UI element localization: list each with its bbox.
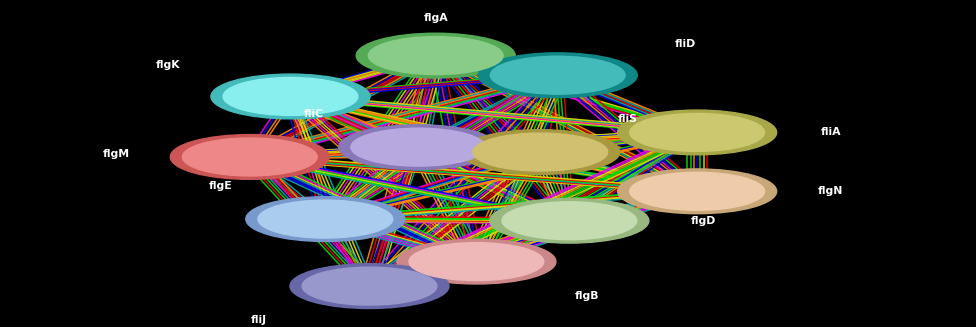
Circle shape	[502, 202, 636, 240]
Circle shape	[356, 33, 515, 78]
Text: flgN: flgN	[818, 186, 843, 196]
Circle shape	[368, 37, 503, 75]
Circle shape	[290, 264, 449, 308]
Circle shape	[630, 172, 764, 210]
Text: flgB: flgB	[575, 291, 599, 301]
Circle shape	[183, 138, 317, 176]
Circle shape	[618, 169, 777, 214]
Circle shape	[473, 133, 608, 171]
Circle shape	[303, 267, 437, 305]
Circle shape	[211, 74, 370, 119]
Text: flgA: flgA	[424, 13, 448, 23]
Circle shape	[618, 110, 777, 155]
Text: fliA: fliA	[821, 128, 841, 137]
Circle shape	[490, 56, 625, 94]
Text: flgD: flgD	[690, 216, 715, 226]
Circle shape	[409, 243, 544, 281]
Circle shape	[224, 77, 358, 115]
Circle shape	[339, 125, 498, 169]
Text: fliD: fliD	[674, 39, 696, 49]
Text: fliC: fliC	[304, 110, 324, 119]
Circle shape	[246, 197, 405, 241]
Circle shape	[170, 135, 329, 179]
Circle shape	[351, 128, 486, 166]
Circle shape	[258, 200, 392, 238]
Circle shape	[490, 198, 649, 243]
Circle shape	[461, 130, 620, 174]
Text: flgM: flgM	[102, 149, 130, 159]
Circle shape	[630, 113, 764, 151]
Text: flgE: flgE	[209, 181, 232, 191]
Circle shape	[478, 53, 637, 97]
Text: flgK: flgK	[156, 60, 181, 70]
Text: fliJ: fliJ	[251, 316, 267, 325]
Circle shape	[397, 239, 556, 284]
Text: fliS: fliS	[618, 114, 637, 124]
